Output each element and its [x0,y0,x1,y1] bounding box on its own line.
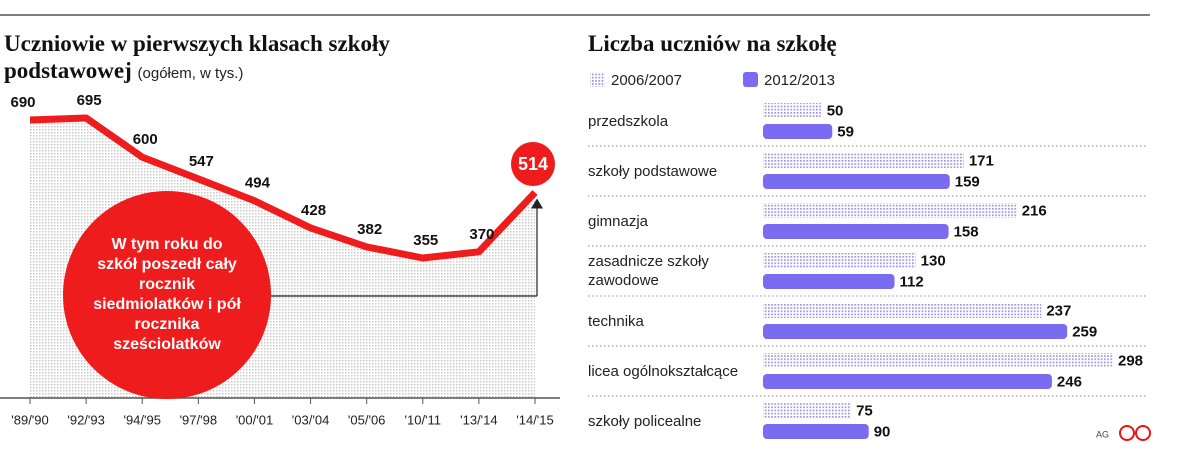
value-label: 428 [301,202,326,219]
bar [763,224,949,239]
value-label: 112 [900,273,924,290]
category-label: licea ogólnokształcące [588,362,739,380]
bar [763,153,964,168]
arrowhead [531,198,543,209]
logo: CP [1119,425,1151,441]
value-label: 59 [837,123,854,140]
value-label: 90 [874,423,891,440]
value-label: 246 [1057,373,1082,390]
bar [763,253,916,268]
chart-title: Liczba uczniów na szkołę [588,31,837,56]
bar [763,274,895,289]
value-label: 547 [189,153,214,170]
value-label: 695 [77,92,102,109]
x-tick-label: '14/'15 [516,412,554,427]
x-tick-label: '89/'90 [11,412,49,427]
value-label: 298 [1118,352,1143,369]
category-label-box: szkoły policealne [588,412,702,430]
annotation-box: W tym roku do szkół poszedł cały rocznik… [93,236,241,353]
bar [763,324,1068,339]
value-label: 259 [1072,323,1097,340]
value-label: 494 [245,175,271,192]
value-label: 514 [518,154,548,174]
x-tick-label: '10/'11 [405,412,442,427]
category-label-box: technika [588,312,644,330]
bar [763,103,822,118]
value-label: 355 [413,232,438,249]
bar [763,403,852,418]
highlight-circle [511,142,555,186]
x-tick-label: '94/'95 [123,412,161,427]
bar [763,203,1017,218]
x-tick-label: '97/'98 [180,412,218,427]
x-tick-label: '03/'04 [292,412,330,427]
x-tick-label: '05/'06 [348,412,386,427]
legend-swatch [743,72,758,87]
value-label: 370 [469,226,494,243]
line-chart: '89/'90 690 '92/'93 695 '94/'95 600 '97/'98 547… [0,92,560,427]
value-label: 382 [357,221,382,238]
bar [763,174,950,189]
bar [763,374,1052,389]
category-label: szkoły policealne [588,412,702,430]
x-tick-label: '92/'93 [67,412,105,427]
category-label: zasadnicze szkoły zawodowe [588,253,709,289]
bar-chart: 2006/2007 2012/2013 przedszkola 50 59 szkoły … [588,72,1148,440]
line [29,114,538,262]
title-box: Liczba uczniów na szkołę [588,31,837,56]
title-box: Uczniowie w pierwszych klasach szkoły po… [4,31,390,83]
legend-label: 2006/2007 [611,72,682,89]
x-tick-label: '00/'01 [236,412,274,427]
category-label-box: gimnazja [588,212,649,230]
category-label: szkoły podstawowe [588,162,718,180]
value-label: 600 [133,131,158,148]
category-label: technika [588,312,644,330]
category-label: przedszkola [588,112,669,130]
value-label: 75 [856,402,873,419]
chart-title: Uczniowie w pierwszych klasach szkoły po… [4,31,390,83]
legend-swatch [590,72,605,87]
value-label: 171 [969,152,994,169]
value-label: 159 [955,173,980,190]
category-label-box: przedszkola [588,112,669,130]
value-label: 158 [954,223,979,240]
category-label-box: szkoły podstawowe [588,162,718,180]
value-label: 216 [1022,202,1047,219]
chart-subtitle: (ogółem, w tys.) [137,65,244,82]
bar [763,353,1113,368]
category-label: gimnazja [588,212,649,230]
legend-label: 2012/2013 [764,72,835,89]
x-tick-label: '13/'14 [460,412,498,427]
value-label: 130 [921,252,946,269]
annotation-circle [63,191,271,399]
bar [763,124,833,139]
category-label-box: licea ogólnokształcące [588,362,739,380]
bar [763,303,1042,318]
credit: AG [1096,429,1109,439]
bar [763,424,869,439]
category-label-box: zasadnicze szkoły zawodowe [588,253,709,289]
value-label: 690 [10,94,35,111]
value-label: 50 [827,102,844,119]
value-label: 237 [1046,302,1071,319]
annotation: W tym roku do szkół poszedł cały rocznik… [93,236,241,353]
